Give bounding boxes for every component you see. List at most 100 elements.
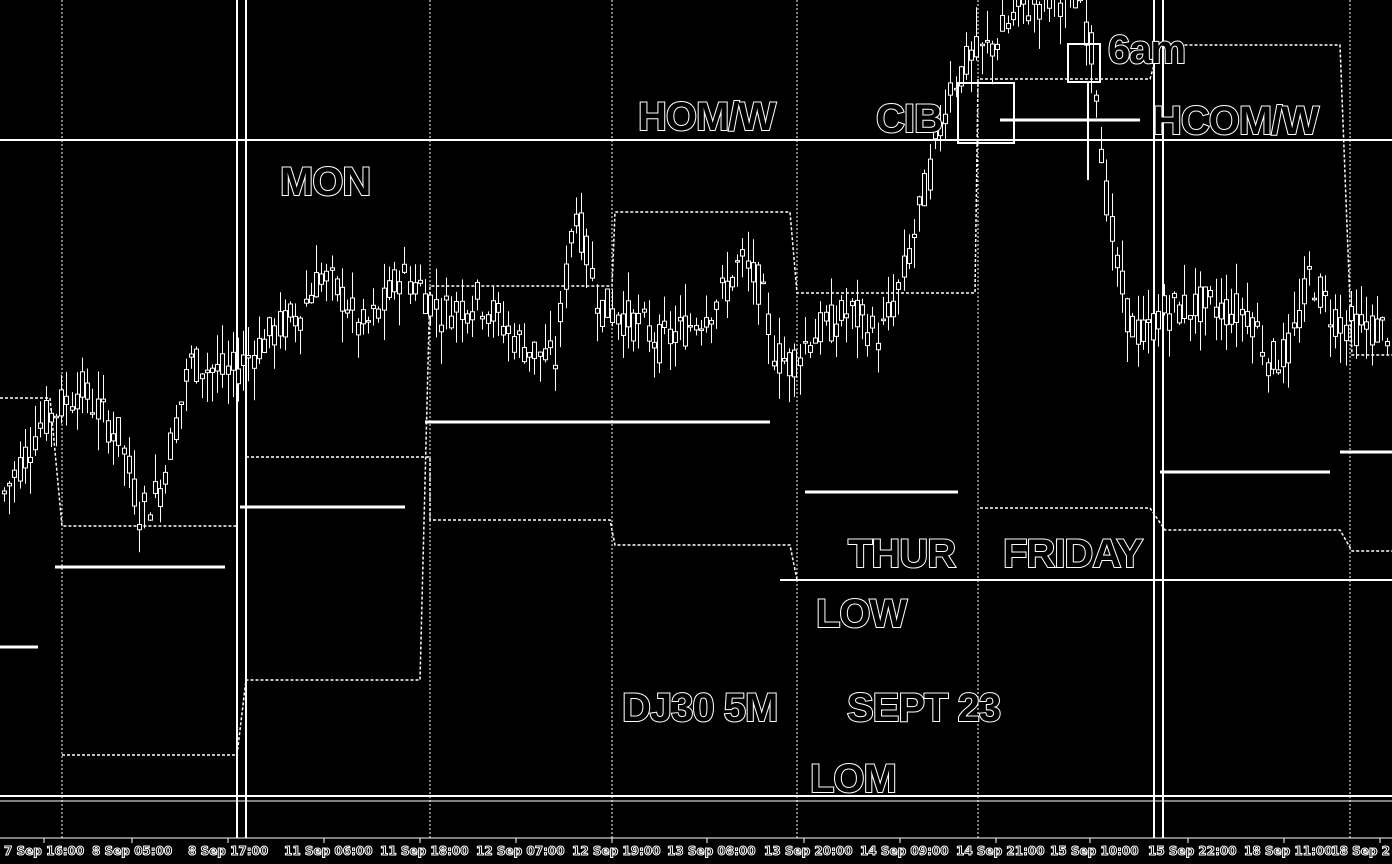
candle-body-159 — [829, 304, 834, 342]
candle-body-97 — [506, 325, 511, 334]
candle-body-180 — [938, 121, 943, 137]
candle-body-34 — [179, 401, 184, 405]
candle-body-166 — [865, 332, 870, 347]
candle-body-244 — [1271, 341, 1276, 370]
candle-body-168 — [876, 342, 881, 351]
candle-body-126 — [657, 324, 662, 364]
candle-body-256 — [1333, 309, 1338, 337]
candles — [2, 0, 1390, 553]
candle-body-149 — [777, 343, 782, 374]
candle-body-214 — [1115, 254, 1120, 269]
candle-body-157 — [818, 312, 823, 343]
candle-body-233 — [1214, 306, 1219, 318]
candle-body-217 — [1130, 315, 1135, 338]
candle-body-197 — [1026, 15, 1031, 22]
candle-body-107 — [558, 302, 563, 323]
candle-body-132 — [688, 325, 693, 328]
candle-body-255 — [1328, 324, 1333, 328]
candle-body-201 — [1047, 0, 1052, 9]
candle-body-136 — [709, 319, 714, 325]
candle-body-88 — [460, 300, 465, 321]
candle-body-243 — [1266, 362, 1271, 377]
candle-body-98 — [512, 336, 517, 353]
candle-body-40 — [210, 367, 215, 373]
candle-body-57 — [298, 317, 303, 331]
candle-body-145 — [756, 264, 761, 305]
candle-body-179 — [933, 130, 938, 140]
candle-body-162 — [844, 313, 849, 319]
candle-body-265 — [1380, 317, 1385, 321]
candle-body-252 — [1312, 297, 1317, 301]
candle-body-222 — [1156, 310, 1161, 330]
candle-body-210 — [1094, 94, 1099, 102]
candle-body-242 — [1260, 351, 1265, 357]
candle-body-211 — [1099, 148, 1104, 164]
candle-body-160 — [834, 323, 839, 337]
candle-body-110 — [574, 213, 579, 227]
candle-body-47 — [246, 355, 251, 359]
candle-body-89 — [465, 313, 470, 324]
candle-body-54 — [283, 310, 288, 338]
candle-body-15 — [80, 371, 85, 398]
candle-body-78 — [408, 281, 413, 295]
candle-body-82 — [428, 294, 433, 317]
candle-body-129 — [673, 331, 678, 343]
candle-body-5 — [28, 456, 33, 463]
candle-body-258 — [1344, 324, 1349, 342]
candle-body-21 — [111, 433, 116, 442]
candle-body-115 — [600, 299, 605, 327]
label-lom: LOM — [810, 757, 896, 801]
candle-body-178 — [928, 158, 933, 191]
candle-body-74 — [387, 280, 392, 298]
candle-body-208 — [1084, 21, 1089, 46]
x-tick-label-9: 14 Sep 09:00 — [860, 844, 949, 858]
candle-body-187 — [974, 36, 979, 58]
candle-body-25 — [132, 478, 137, 507]
candle-body-105 — [548, 340, 553, 349]
candle-body-225 — [1172, 292, 1177, 299]
candle-body-18 — [96, 398, 101, 420]
candle-body-112 — [584, 235, 589, 266]
candle-body-125 — [652, 341, 657, 349]
candle-body-172 — [896, 282, 901, 290]
candle-body-264 — [1375, 318, 1380, 343]
candle-body-153 — [798, 357, 803, 367]
candle-body-253 — [1318, 276, 1323, 308]
candle-body-27 — [142, 492, 147, 503]
candle-body-215 — [1120, 270, 1125, 295]
x-tick-label-5: 12 Sep 07:00 — [476, 844, 565, 858]
candle-body-23 — [122, 447, 127, 455]
candle-body-122 — [636, 312, 641, 325]
candle-body-139 — [725, 280, 730, 302]
candle-body-251 — [1307, 266, 1312, 270]
candle-body-131 — [683, 315, 688, 347]
candle-body-262 — [1364, 321, 1369, 330]
candle-body-70 — [366, 320, 371, 323]
candle-body-104 — [543, 348, 548, 361]
candle-body-127 — [662, 320, 667, 328]
candle-body-99 — [517, 330, 522, 335]
candle-body-143 — [746, 260, 751, 269]
candle-body-60 — [314, 272, 319, 298]
candle-body-213 — [1110, 216, 1115, 242]
candle-body-146 — [761, 281, 766, 285]
candle-body-50 — [262, 338, 267, 353]
candle-body-133 — [694, 325, 699, 331]
candle-body-17 — [90, 412, 95, 415]
candle-body-84 — [439, 324, 444, 333]
candle-body-226 — [1177, 304, 1182, 324]
x-tick-label-0: 7 Sep 16:00 — [4, 844, 84, 858]
candle-body-224 — [1167, 313, 1172, 331]
candle-body-117 — [610, 308, 615, 324]
candle-body-36 — [189, 353, 194, 358]
candle-body-193 — [1006, 23, 1011, 30]
candle-body-171 — [891, 300, 896, 318]
candle-body-261 — [1359, 314, 1364, 326]
six-am-box — [1067, 43, 1101, 83]
candle-body-123 — [642, 308, 647, 313]
label-friday: FRIDAY — [1003, 532, 1144, 576]
x-tick-label-4: 11 Sep 18:00 — [380, 844, 469, 858]
candle-body-45 — [236, 368, 241, 385]
candle-body-140 — [730, 276, 735, 288]
